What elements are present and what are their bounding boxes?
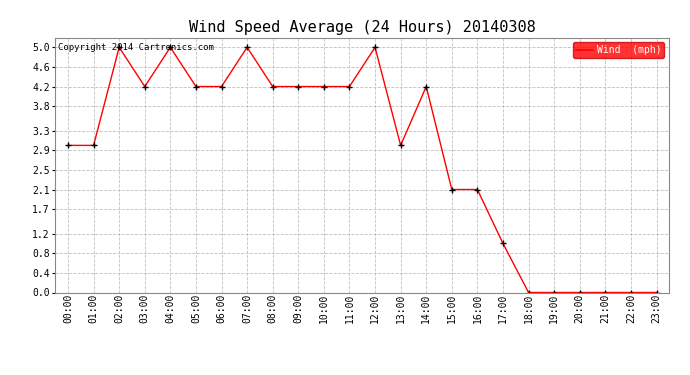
Text: Copyright 2014 Cartronics.com: Copyright 2014 Cartronics.com — [58, 43, 214, 52]
Title: Wind Speed Average (24 Hours) 20140308: Wind Speed Average (24 Hours) 20140308 — [189, 20, 535, 35]
Legend: Wind  (mph): Wind (mph) — [573, 42, 664, 58]
